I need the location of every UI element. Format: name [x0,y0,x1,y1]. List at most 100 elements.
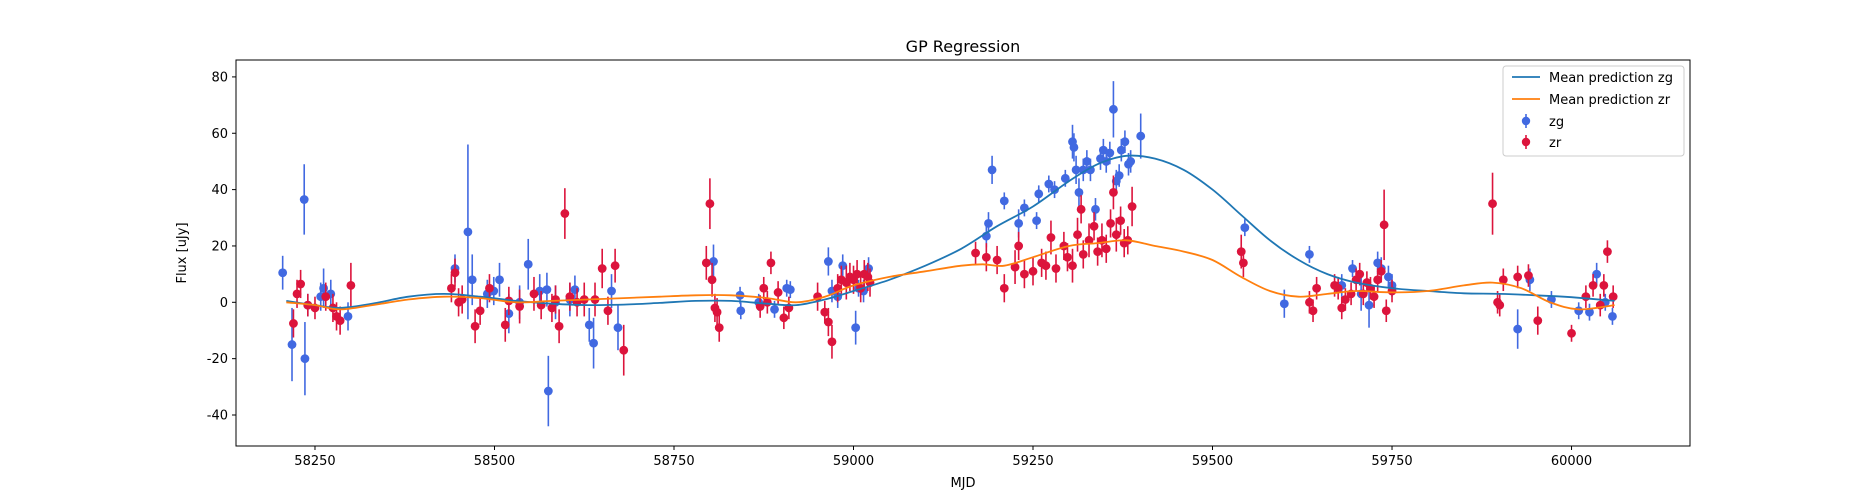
data-point-zr [1116,216,1126,225]
data-point-zr [470,321,480,331]
plot-area: 58250 58500 58750 59000 59250 59500 59750 60000… [207,59,1691,469]
data-point-zg [1109,104,1118,114]
data-point-zr [619,345,629,355]
data-point-zr [712,307,722,317]
data-point-zr [1581,292,1591,302]
data-point-zr [603,306,613,316]
data-point-zr [971,248,980,258]
legend: Mean prediction zg Mean prediction zr zg… [1502,65,1685,157]
data-point-zr [852,269,862,279]
data-point-zr [597,264,607,273]
data-point-zr [820,307,830,317]
data-point-zg [1050,185,1059,195]
data-point-zr [450,268,460,278]
data-point-zr [981,252,991,262]
data-point-zr [1127,202,1137,211]
x-tick-label: 59000 [833,454,874,469]
data-point-zr [1608,292,1618,302]
data-point-zg [1074,188,1084,197]
data-point-zg [1136,131,1146,141]
chart-title: GP Regression [906,37,1021,56]
y-axis: -40 -20 0 20 40 60 80 [207,70,236,424]
y-tick-label: 60 [211,127,228,142]
data-point-zg [607,286,616,296]
data-point-zg [584,320,594,330]
data-point-zr [475,306,485,316]
data-point-zg [589,338,598,348]
data-point-zg [987,165,997,175]
x-tick-label: 60000 [1551,454,1592,469]
data-point-zg [1574,306,1584,316]
data-point-zr [1379,220,1389,230]
plot-frame [235,59,1691,447]
data-point-zr [755,302,765,311]
data-point-zr [1028,266,1038,276]
data-point-zr [1063,252,1072,262]
data-point-zr [547,303,557,313]
data-point-zg [1069,142,1079,152]
data-point-zg [1014,219,1024,228]
data-point-zg [1240,223,1250,233]
data-point-zr [447,283,456,293]
data-point-zg [300,354,310,364]
data-point-zr [292,289,302,299]
data-point-zr [701,258,711,268]
data-point-zr [1041,261,1051,271]
data-point-zg [1114,171,1124,180]
data-point-zg [463,227,473,237]
data-point-zg [770,304,779,314]
x-tick-label: 58500 [474,454,515,469]
data-point-zg [495,275,504,285]
data-point-zr [1093,247,1103,256]
legend-box [1502,65,1685,157]
y-axis-label: Flux [uJy] [175,222,190,283]
data-point-zg [823,257,833,266]
series-line-mean-prediction-zg [286,154,1615,309]
data-point-zr [1084,235,1094,245]
data-point-zg [542,285,552,295]
data-point-zr [1488,199,1497,209]
data-point-zr [529,289,539,299]
legend-label-zr: zr [1549,136,1562,151]
data-point-zr [1376,266,1386,276]
data-point-zg [287,340,297,349]
data-point-zr [1498,275,1508,285]
data-point-zg [523,259,533,269]
data-point-zg [1078,165,1088,175]
data-point-zr [1312,283,1322,293]
data-point-zr [1068,261,1077,271]
data-point-zr [1340,295,1350,304]
data-point-zg [1044,179,1054,189]
data-point-zg [1348,264,1357,273]
series-zr [289,172,1618,376]
data-point-zr [1076,204,1086,214]
data-point-zr [1101,244,1111,254]
data-point-zr [1238,258,1248,268]
data-point-zg [999,196,1009,206]
data-point-zr [610,261,620,271]
series-layer [278,81,1618,427]
data-point-zg [736,306,746,316]
data-point-zg [1585,307,1594,317]
data-point-zr [705,199,715,209]
data-point-zr [999,283,1009,293]
data-point-zg [785,285,795,295]
y-tick-label: 80 [211,70,228,85]
data-point-zr [779,313,789,323]
x-tick-label: 58750 [653,454,694,469]
y-tick-label: -40 [207,409,228,424]
data-point-zg [343,311,353,321]
y-tick-label: 20 [211,239,228,254]
data-point-zr [823,317,833,327]
data-point-zg [851,323,861,333]
data-point-zr [321,292,331,302]
data-point-zr [707,275,717,285]
data-point-zr [1513,272,1523,282]
data-point-zr [1014,241,1024,251]
data-point-zg [1384,272,1393,282]
series-line-mean-prediction-zr [286,239,1615,311]
legend-label-zg: zg [1549,115,1564,130]
data-point-zr [289,319,298,328]
data-point-zr [1495,300,1505,310]
data-point-zr [1369,292,1379,302]
